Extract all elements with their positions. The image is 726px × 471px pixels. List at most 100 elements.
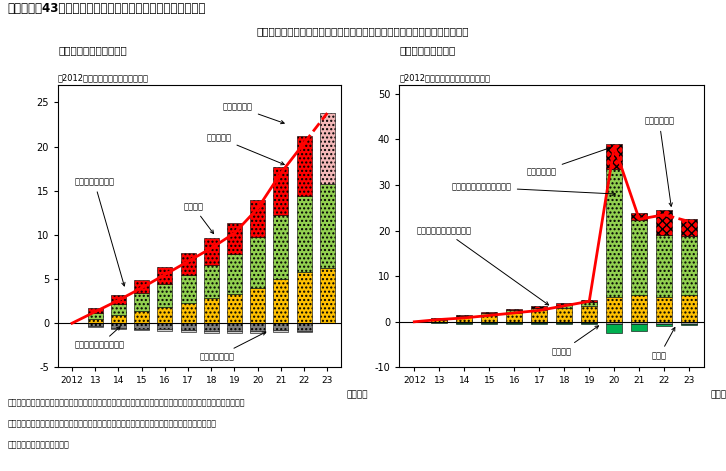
Text: （年度）: （年度） (347, 390, 368, 399)
Bar (181, 252, 195, 275)
Text: 他に分類されない経常移転: 他に分類されない経常移転 (452, 183, 616, 195)
Bar (227, 331, 242, 333)
Bar (204, 299, 219, 323)
Bar (111, 304, 126, 315)
Text: 移転支出合計: 移転支出合計 (527, 147, 611, 176)
Bar (456, 317, 473, 322)
Bar (250, 236, 265, 288)
Bar (296, 196, 311, 272)
Bar (227, 294, 242, 323)
Bar (606, 322, 622, 324)
Bar (456, 316, 473, 317)
Text: （年度）: （年度） (710, 390, 726, 399)
Bar (531, 308, 547, 310)
Bar (134, 293, 149, 311)
Bar (158, 329, 172, 331)
Bar (681, 236, 698, 295)
Bar (556, 322, 572, 323)
Bar (204, 265, 219, 299)
Bar (158, 284, 172, 307)
Bar (319, 184, 335, 268)
Bar (227, 323, 242, 331)
Text: 雇用者報酬: 雇用者報酬 (207, 133, 285, 165)
Bar (531, 310, 547, 322)
Bar (481, 323, 497, 324)
Bar (227, 223, 242, 254)
Text: 資本移転: 資本移転 (552, 326, 598, 356)
Bar (250, 323, 265, 331)
Text: 医療・介護費等: 医療・介護費等 (200, 332, 266, 361)
Bar (204, 331, 219, 333)
Bar (88, 323, 103, 326)
Bar (273, 279, 288, 323)
Bar (531, 323, 547, 324)
Bar (181, 323, 195, 330)
Text: 社会扶助給付: 社会扶助給付 (644, 117, 674, 206)
Bar (227, 254, 242, 294)
Text: ー補助金ー財貨・サービスの販売ー自己勘定総固定資本形成、医療・介護費等は、現物社会移転: ー補助金ー財貨・サービスの販売ー自己勘定総固定資本形成、医療・介護費等は、現物社… (7, 419, 216, 428)
Text: 政府消費の増加ペースはコロナ禍前に戻りつつある。移転支出は依然高水準: 政府消費の増加ペースはコロナ禍前に戻りつつある。移転支出は依然高水準 (257, 26, 469, 36)
Text: 財貨・サービス販売等: 財貨・サービス販売等 (74, 327, 124, 350)
Bar (631, 220, 648, 295)
Bar (88, 326, 103, 327)
Bar (431, 318, 447, 319)
Bar (250, 288, 265, 323)
Bar (656, 324, 672, 326)
Bar (631, 295, 648, 322)
Text: 固定資本減耗: 固定資本減耗 (223, 102, 284, 124)
Bar (506, 310, 523, 313)
Bar (506, 323, 523, 324)
Text: （市場産出の購入）の値。: （市場産出の購入）の値。 (7, 440, 69, 449)
Text: 第１－１－43図　政府最終消費支出及び政府からの移転支出: 第１－１－43図 政府最終消費支出及び政府からの移転支出 (7, 2, 205, 16)
Text: 政府最終消費支出: 政府最終消費支出 (74, 178, 125, 286)
Bar (481, 312, 497, 313)
Bar (506, 313, 523, 322)
Bar (631, 322, 648, 324)
Bar (273, 323, 288, 330)
Bar (556, 308, 572, 322)
Bar (631, 213, 648, 220)
Bar (319, 113, 335, 184)
Bar (606, 144, 622, 169)
Bar (134, 311, 149, 323)
Bar (181, 275, 195, 303)
Bar (158, 267, 172, 284)
Bar (606, 324, 622, 333)
Bar (111, 315, 126, 323)
Bar (656, 322, 672, 324)
Bar (656, 297, 672, 322)
Bar (506, 322, 523, 323)
Bar (319, 268, 335, 323)
Bar (531, 322, 547, 323)
Bar (456, 315, 473, 316)
Bar (296, 323, 311, 331)
Text: （2012年度からの累積変化、兆円）: （2012年度からの累積変化、兆円） (58, 73, 149, 82)
Bar (158, 307, 172, 323)
Bar (88, 313, 103, 319)
Text: 中間投入: 中間投入 (184, 202, 213, 234)
Text: （２）政府移転支出: （２）政府移転支出 (399, 45, 455, 55)
Text: （備考）内閣府「国民経済計算」により作成。（１）の財貨・サービスの販売等は、生産・輸入品に課される税: （備考）内閣府「国民経済計算」により作成。（１）の財貨・サービスの販売等は、生産… (7, 398, 245, 407)
Bar (656, 210, 672, 235)
Bar (456, 323, 473, 324)
Bar (556, 303, 572, 305)
Bar (134, 329, 149, 330)
Bar (273, 330, 288, 332)
Bar (681, 322, 698, 324)
Text: 現金による社会保障給付: 現金による社会保障給付 (417, 226, 549, 305)
Bar (134, 280, 149, 293)
Bar (158, 323, 172, 329)
Text: 補助金: 補助金 (652, 327, 675, 360)
Text: （１）政府最終消費支出: （１）政府最終消費支出 (58, 45, 127, 55)
Bar (111, 295, 126, 304)
Bar (581, 300, 597, 302)
Bar (581, 302, 597, 306)
Bar (88, 319, 103, 323)
Bar (631, 324, 648, 331)
Bar (273, 216, 288, 279)
Bar (581, 306, 597, 322)
Bar (456, 322, 473, 323)
Bar (606, 169, 622, 297)
Bar (181, 330, 195, 332)
Bar (581, 323, 597, 324)
